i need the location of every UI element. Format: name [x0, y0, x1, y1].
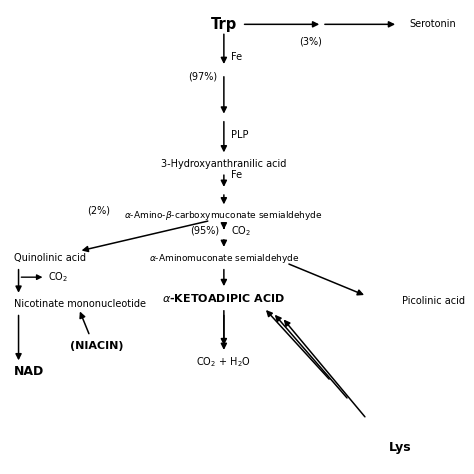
Text: (2%): (2%): [87, 206, 110, 216]
Text: Trp: Trp: [211, 17, 237, 32]
Text: Nicotinate mononucleotide: Nicotinate mononucleotide: [14, 299, 146, 309]
Text: (NIACIN): (NIACIN): [70, 341, 123, 351]
Text: Fe: Fe: [230, 53, 242, 63]
Text: NAD: NAD: [14, 365, 45, 378]
Text: $\alpha$-Aminomuconate semialdehyde: $\alpha$-Aminomuconate semialdehyde: [149, 252, 299, 265]
Text: Quinolinic acid: Quinolinic acid: [14, 253, 86, 263]
Text: (95%): (95%): [190, 226, 219, 236]
Text: Picolinic acid: Picolinic acid: [402, 296, 465, 306]
Text: (3%): (3%): [300, 36, 322, 46]
Text: 3-Hydroxyanthranilic acid: 3-Hydroxyanthranilic acid: [161, 159, 287, 169]
Text: CO$_2$: CO$_2$: [230, 224, 251, 237]
Text: CO$_2$ + H$_2$O: CO$_2$ + H$_2$O: [196, 356, 251, 369]
Text: PLP: PLP: [230, 130, 248, 140]
Text: Fe: Fe: [230, 170, 242, 180]
Text: Lys: Lys: [389, 441, 411, 454]
Text: CO$_2$: CO$_2$: [47, 270, 68, 284]
Text: (97%): (97%): [188, 71, 217, 82]
Text: $\alpha$-Amino-$\beta$-carboxymuconate semialdehyde: $\alpha$-Amino-$\beta$-carboxymuconate s…: [125, 209, 323, 222]
Text: $\alpha$-KETOADIPIC ACID: $\alpha$-KETOADIPIC ACID: [162, 292, 285, 304]
Text: Serotonin: Serotonin: [409, 19, 456, 29]
